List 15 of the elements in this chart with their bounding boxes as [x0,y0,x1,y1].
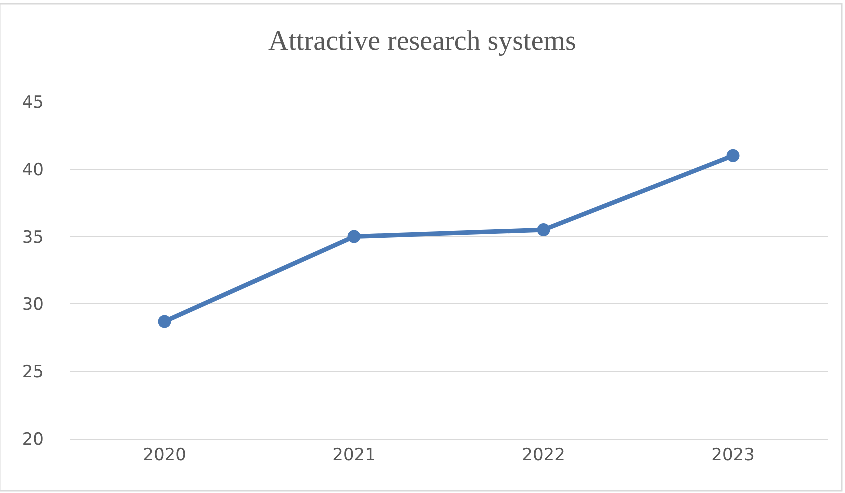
chart-title: Attractive research systems [268,26,576,57]
y-tick-label: 35 [22,228,44,248]
y-tick-label: 45 [22,92,44,113]
y-tick-label: 30 [22,295,44,316]
x-tick-label: 2020 [143,445,186,466]
x-tick-label: 2021 [332,445,376,466]
y-tick-label: 40 [22,160,44,180]
point [726,149,740,162]
x-tick-label: 2022 [522,445,566,466]
point [537,224,550,237]
y-tick-label: 20 [22,430,44,450]
y-tick-label: 25 [22,362,44,383]
point [348,230,361,244]
point [158,315,172,328]
x-tick-label: 2023 [712,445,755,466]
